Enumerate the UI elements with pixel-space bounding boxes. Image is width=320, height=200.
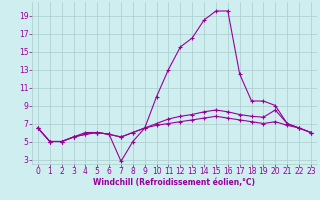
X-axis label: Windchill (Refroidissement éolien,°C): Windchill (Refroidissement éolien,°C)	[93, 178, 255, 187]
